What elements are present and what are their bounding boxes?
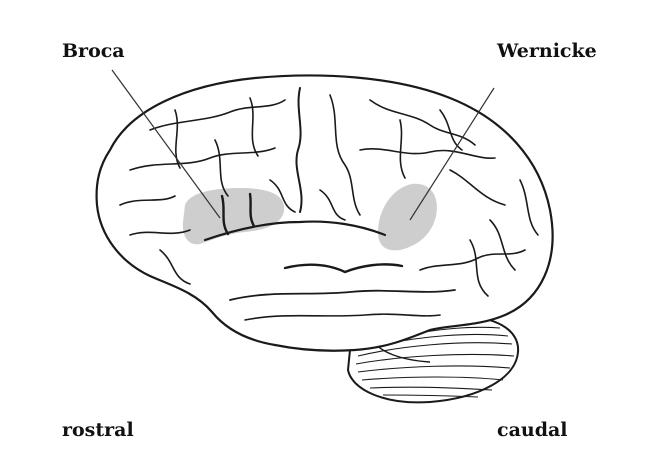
broca-label: Broca [62,40,125,62]
wernicke-label: Wernicke [497,40,597,62]
caudal-label: caudal [497,419,568,441]
pointer-lines [111,69,495,221]
broca-sulci [220,192,256,236]
wernicke-pointer-line [409,87,495,221]
brain-convolutions [119,87,539,321]
broca-pointer-line [111,69,221,219]
rostral-label: rostral [62,419,134,441]
cerebrum [95,74,554,352]
